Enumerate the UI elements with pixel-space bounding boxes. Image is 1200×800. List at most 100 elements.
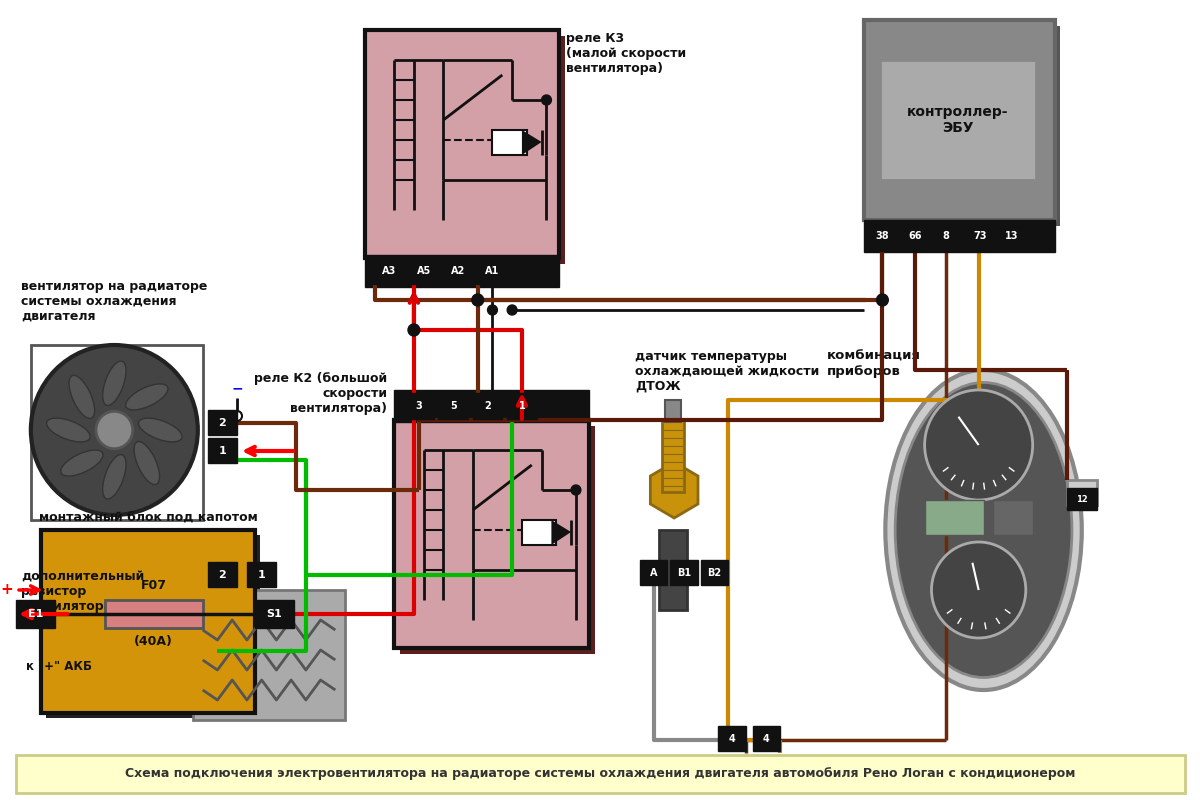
Bar [869, 223, 896, 249]
Ellipse shape [103, 361, 126, 406]
Ellipse shape [61, 450, 103, 476]
Bar [901, 223, 929, 249]
Text: дополнительный
резистор
вентилятора: дополнительный резистор вентилятора [22, 570, 144, 613]
Text: 12: 12 [1076, 494, 1087, 503]
Bar [671, 560, 697, 585]
Text: вентилятор на радиаторе
системы охлаждения
двигателя: вентилятор на радиаторе системы охлажден… [22, 280, 208, 323]
Polygon shape [650, 462, 698, 518]
Text: контроллер-
ЭБУ: контроллер- ЭБУ [907, 105, 1009, 135]
Text: A3: A3 [383, 266, 396, 276]
Text: реле К2 (большой
скорости
вентилятора): реле К2 (большой скорости вентилятора) [254, 372, 388, 415]
Text: A: A [649, 567, 658, 578]
Text: 2: 2 [218, 418, 227, 427]
Text: B1: B1 [677, 567, 691, 578]
Text: 66: 66 [908, 231, 922, 241]
Circle shape [571, 485, 581, 495]
Circle shape [31, 345, 198, 515]
Ellipse shape [103, 454, 126, 499]
Bar [752, 726, 780, 751]
Bar [522, 520, 557, 545]
Text: (40A): (40A) [134, 635, 173, 648]
Bar [395, 390, 589, 422]
Bar [925, 500, 984, 535]
Bar [665, 400, 682, 422]
Circle shape [408, 324, 420, 336]
Bar [31, 345, 203, 520]
Bar [660, 530, 686, 610]
Bar [247, 562, 276, 587]
Text: 38: 38 [876, 231, 889, 241]
Text: A1: A1 [485, 266, 499, 276]
Bar [208, 438, 238, 463]
Circle shape [232, 411, 242, 421]
Bar [409, 258, 438, 284]
Text: 2: 2 [484, 401, 491, 411]
Bar [193, 590, 346, 720]
Text: 4: 4 [728, 734, 736, 743]
Bar [719, 726, 746, 751]
Text: 8: 8 [942, 231, 949, 241]
Bar [443, 258, 473, 284]
Text: S1: S1 [266, 609, 282, 619]
Text: 1: 1 [518, 401, 526, 411]
Circle shape [96, 411, 133, 449]
Bar [365, 30, 559, 258]
Bar [208, 562, 238, 587]
Bar [478, 258, 508, 284]
Circle shape [472, 294, 484, 306]
Text: Схема подключения электровентилятора на радиаторе системы охлаждения двигателя а: Схема подключения электровентилятора на … [125, 767, 1075, 781]
Ellipse shape [138, 418, 182, 442]
Bar [104, 600, 203, 628]
Bar [662, 420, 684, 492]
Ellipse shape [126, 384, 168, 410]
Text: −: − [232, 381, 242, 395]
Bar [492, 130, 527, 155]
Bar [1067, 480, 1097, 505]
Ellipse shape [47, 418, 90, 442]
Ellipse shape [70, 375, 95, 418]
Circle shape [876, 294, 888, 306]
Text: 2: 2 [218, 570, 227, 579]
Text: 13: 13 [1006, 231, 1019, 241]
Bar [934, 223, 958, 249]
Bar [208, 410, 238, 435]
Text: 73: 73 [973, 231, 986, 241]
Bar [41, 530, 254, 713]
Bar [473, 393, 503, 419]
Ellipse shape [886, 370, 1081, 690]
Circle shape [931, 542, 1026, 638]
Bar [864, 220, 1055, 252]
Bar [365, 255, 559, 287]
Bar [400, 426, 595, 654]
Bar [881, 60, 1036, 180]
Text: 3: 3 [415, 401, 422, 411]
Ellipse shape [895, 382, 1072, 678]
Bar [374, 258, 404, 284]
Text: A5: A5 [416, 266, 431, 276]
Bar [701, 560, 728, 585]
Bar [254, 600, 294, 628]
Polygon shape [522, 130, 541, 155]
Bar [994, 500, 1033, 535]
Circle shape [487, 305, 497, 315]
Bar [371, 36, 565, 264]
Bar [16, 600, 55, 628]
Bar [508, 393, 536, 419]
Bar [869, 26, 1060, 226]
Circle shape [925, 390, 1033, 500]
Circle shape [541, 95, 551, 105]
Text: B2: B2 [707, 567, 721, 578]
Bar [966, 223, 994, 249]
Text: F07: F07 [140, 579, 167, 592]
Text: к "+" АКБ: к "+" АКБ [26, 660, 92, 673]
Text: датчик температуры
охлаждающей жидкости
ДТОЖ: датчик температуры охлаждающей жидкости … [635, 350, 820, 393]
Bar [640, 560, 667, 585]
Text: 1: 1 [218, 446, 227, 455]
Text: +: + [0, 582, 13, 598]
Ellipse shape [134, 442, 160, 485]
Text: 4: 4 [763, 734, 770, 743]
Bar [438, 393, 468, 419]
Polygon shape [551, 520, 571, 545]
Text: монтажный блок под капотом: монтажный блок под капотом [40, 512, 258, 525]
Text: A2: A2 [451, 266, 466, 276]
